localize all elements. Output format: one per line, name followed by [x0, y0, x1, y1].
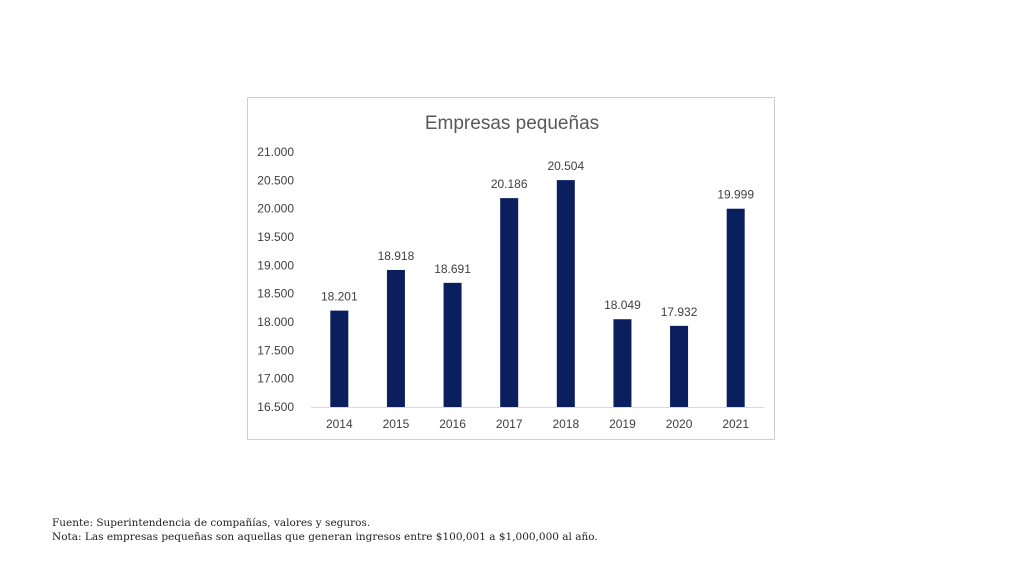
- data-label-2016: 18.691: [434, 262, 471, 276]
- chart-notes: Fuente: Superintendencia de compañías, v…: [52, 516, 598, 544]
- x-tick-label: 2016: [439, 417, 466, 431]
- data-label-2017: 20.186: [491, 177, 528, 191]
- chart-container: Empresas pequeñas 16.500 17.000 17.500 18.0…: [247, 97, 775, 440]
- bar-2020: [670, 325, 689, 407]
- chart-title: Empresas pequeñas: [425, 113, 599, 134]
- x-tick-label: 2017: [496, 417, 523, 431]
- x-axis-ticks: 2014 2015 2016 2017 2018 2019 2020 2021: [326, 417, 749, 431]
- data-label-2020: 17.932: [661, 305, 698, 319]
- data-label-2021: 19.999: [717, 188, 754, 202]
- y-tick-label: 19.500: [257, 230, 294, 244]
- y-tick-label: 18.000: [257, 315, 294, 329]
- y-tick-label: 19.000: [257, 258, 294, 272]
- bar-2018: [556, 180, 575, 407]
- bar-2015: [386, 269, 405, 407]
- bar-2021: [726, 208, 745, 407]
- x-tick-label: 2018: [552, 417, 579, 431]
- definition-note: Nota: Las empresas pequeñas son aquellas…: [52, 531, 598, 543]
- bar-2019: [613, 319, 632, 407]
- x-tick-label: 2020: [666, 417, 693, 431]
- y-tick-label: 20.500: [257, 173, 294, 187]
- bar-2014: [330, 310, 349, 407]
- x-tick-label: 2021: [722, 417, 749, 431]
- y-tick-label: 18.500: [257, 287, 294, 301]
- data-label-2015: 18.918: [378, 249, 415, 263]
- bar-2016: [443, 282, 462, 407]
- y-tick-label: 17.500: [257, 343, 294, 357]
- data-label-2018: 20.504: [547, 159, 584, 173]
- x-tick-label: 2019: [609, 417, 636, 431]
- bar-chart: Empresas pequeñas 16.500 17.000 17.500 18.0…: [257, 113, 764, 431]
- data-labels: 18.201 18.918 18.691 20.186 20.504 18.049 17.9…: [321, 159, 754, 319]
- bars: [330, 180, 745, 407]
- x-tick-label: 2015: [383, 417, 410, 431]
- y-axis-ticks: 16.500 17.000 17.500 18.000 18.500 19.000 19.5…: [257, 145, 294, 414]
- data-label-2019: 18.049: [604, 298, 641, 312]
- y-tick-label: 17.000: [257, 372, 294, 386]
- y-tick-label: 16.500: [257, 400, 294, 414]
- y-tick-label: 20.000: [257, 202, 294, 216]
- bar-2017: [500, 198, 519, 407]
- x-tick-label: 2014: [326, 417, 353, 431]
- data-label-2014: 18.201: [321, 290, 358, 304]
- y-tick-label: 21.000: [257, 145, 294, 159]
- source-note: Fuente: Superintendencia de compañías, v…: [52, 517, 371, 529]
